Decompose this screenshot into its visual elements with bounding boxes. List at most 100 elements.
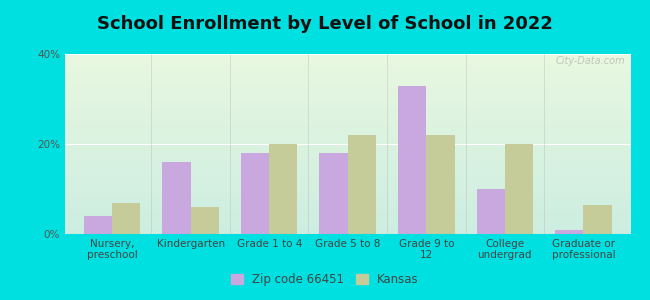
Bar bbox=[65, 210, 630, 211]
Bar bbox=[65, 142, 630, 143]
Bar bbox=[65, 193, 630, 194]
Bar bbox=[65, 219, 630, 220]
Bar bbox=[65, 84, 630, 85]
Bar bbox=[65, 127, 630, 128]
Bar bbox=[65, 158, 630, 159]
Bar bbox=[65, 124, 630, 125]
Bar bbox=[65, 119, 630, 120]
Bar bbox=[65, 83, 630, 84]
Bar bbox=[65, 187, 630, 188]
Bar bbox=[65, 96, 630, 97]
Bar bbox=[65, 93, 630, 94]
Bar bbox=[65, 72, 630, 73]
Bar bbox=[65, 144, 630, 145]
Bar bbox=[65, 183, 630, 184]
Bar bbox=[65, 139, 630, 140]
Bar bbox=[65, 146, 630, 147]
Bar bbox=[65, 198, 630, 199]
Bar bbox=[65, 107, 630, 108]
Bar bbox=[65, 77, 630, 78]
Bar bbox=[65, 154, 630, 155]
Bar bbox=[65, 202, 630, 203]
Bar bbox=[65, 134, 630, 135]
Bar bbox=[584, 205, 612, 234]
Bar bbox=[65, 148, 630, 149]
Bar bbox=[65, 199, 630, 200]
Bar bbox=[65, 62, 630, 63]
Bar bbox=[65, 113, 630, 114]
Bar bbox=[65, 63, 630, 64]
Bar bbox=[65, 135, 630, 136]
Bar bbox=[65, 104, 630, 105]
Bar bbox=[65, 137, 630, 138]
Bar bbox=[65, 116, 630, 117]
Bar bbox=[65, 223, 630, 224]
Bar bbox=[65, 211, 630, 212]
Bar bbox=[65, 99, 630, 100]
Bar bbox=[65, 231, 630, 232]
Bar bbox=[65, 114, 630, 115]
Bar bbox=[65, 161, 630, 162]
Bar bbox=[65, 92, 630, 93]
Bar bbox=[65, 169, 630, 170]
Bar bbox=[65, 110, 630, 111]
Bar bbox=[65, 102, 630, 103]
Bar bbox=[65, 167, 630, 168]
Bar bbox=[65, 186, 630, 187]
Bar bbox=[65, 225, 630, 226]
Bar bbox=[65, 85, 630, 86]
Bar bbox=[65, 179, 630, 180]
Bar bbox=[112, 202, 140, 234]
Bar bbox=[65, 207, 630, 208]
Bar bbox=[65, 138, 630, 139]
Bar bbox=[65, 175, 630, 176]
Bar bbox=[65, 205, 630, 206]
Bar bbox=[65, 106, 630, 107]
Bar bbox=[65, 204, 630, 205]
Bar bbox=[65, 55, 630, 56]
Bar bbox=[190, 207, 219, 234]
Bar bbox=[65, 228, 630, 229]
Bar bbox=[65, 66, 630, 67]
Bar bbox=[65, 162, 630, 163]
Bar bbox=[65, 177, 630, 178]
Bar bbox=[65, 221, 630, 222]
Bar bbox=[65, 182, 630, 183]
Bar bbox=[65, 149, 630, 150]
Bar bbox=[65, 111, 630, 112]
Bar bbox=[65, 216, 630, 217]
Bar bbox=[65, 181, 630, 182]
Bar bbox=[65, 122, 630, 123]
Bar bbox=[65, 129, 630, 130]
Bar bbox=[65, 184, 630, 185]
Bar bbox=[65, 203, 630, 204]
Bar bbox=[65, 180, 630, 181]
Bar bbox=[65, 189, 630, 190]
Bar bbox=[65, 232, 630, 233]
Bar bbox=[65, 56, 630, 57]
Bar bbox=[476, 189, 505, 234]
Bar bbox=[65, 173, 630, 174]
Bar bbox=[65, 88, 630, 89]
Bar bbox=[65, 224, 630, 225]
Bar bbox=[65, 166, 630, 167]
Bar bbox=[65, 67, 630, 68]
Bar bbox=[65, 164, 630, 165]
Bar bbox=[65, 117, 630, 118]
Bar bbox=[65, 125, 630, 126]
Bar bbox=[65, 73, 630, 74]
Bar bbox=[65, 178, 630, 179]
Bar bbox=[65, 214, 630, 215]
Bar bbox=[65, 108, 630, 109]
Bar bbox=[65, 188, 630, 189]
Bar bbox=[65, 79, 630, 80]
Bar bbox=[65, 112, 630, 113]
Bar bbox=[65, 54, 630, 55]
Bar bbox=[65, 229, 630, 230]
Bar bbox=[65, 201, 630, 202]
Bar bbox=[65, 226, 630, 227]
Bar bbox=[65, 76, 630, 77]
Bar bbox=[65, 91, 630, 92]
Bar bbox=[65, 159, 630, 160]
Bar bbox=[241, 153, 269, 234]
